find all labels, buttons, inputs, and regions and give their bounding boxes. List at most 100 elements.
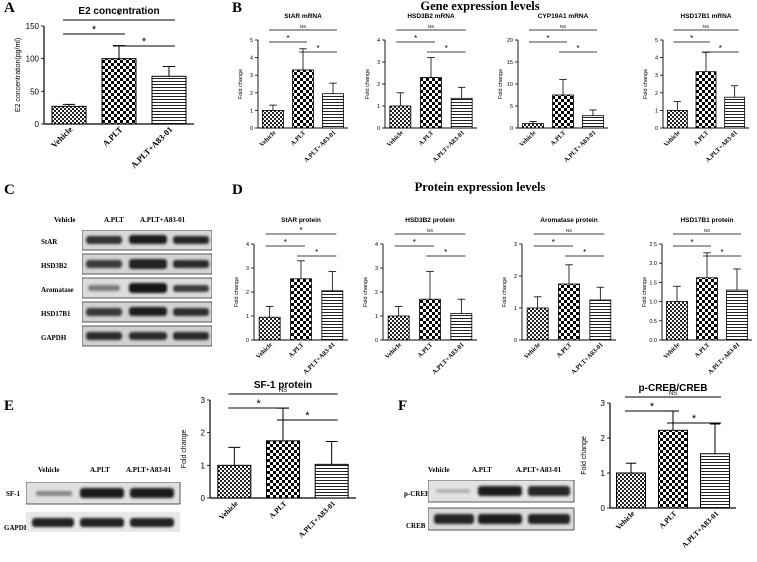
significance-label: * (286, 34, 289, 43)
y-tick-label: 4 (375, 242, 378, 248)
y-tick-label: 4 (250, 56, 253, 62)
blot-e-lane-vehicle: Vehicle (38, 466, 60, 474)
significance-label: * (316, 44, 319, 53)
significance-label: * (284, 238, 287, 247)
y-tick-label: 5 (250, 38, 253, 44)
chart-title: SF-1 protein (254, 380, 312, 391)
significance-label: * (690, 238, 693, 247)
y-tick-label: 15 (507, 60, 513, 66)
bar-aplt-a83 (151, 75, 187, 125)
y-tick-label: 3 (377, 60, 380, 66)
y-axis-label: Fold change (502, 277, 508, 307)
significance-label: * (692, 413, 697, 425)
blot-c-row-aromatase: Aromatase (41, 286, 74, 294)
significance-label: * (720, 248, 723, 257)
y-tick-label: 4 (377, 38, 380, 44)
y-tick-label: 2 (601, 434, 606, 443)
significance-label: * (414, 34, 417, 43)
significance-label: NS (703, 24, 709, 29)
panel-letter-a: A (4, 0, 15, 16)
significance-label: NS (704, 228, 710, 233)
significance-label: * (413, 238, 416, 247)
category-label-vehicle: Vehicle (614, 509, 637, 532)
blot-c-image (82, 230, 212, 347)
y-tick-label: 0 (377, 126, 380, 132)
y-tick-label: 1 (250, 108, 253, 114)
bar-aplt-a83 (700, 453, 730, 509)
significance-label: * (583, 248, 586, 257)
significance-label: * (650, 401, 655, 413)
y-tick-label: 1 (375, 314, 378, 320)
chart-title: HSD3B2 protein (405, 217, 455, 224)
blot-e-image (26, 482, 181, 532)
significance-label: * (92, 24, 97, 36)
significance-label: NS (279, 388, 287, 394)
chart-title: CYP19A1 mRNA (538, 13, 589, 20)
panel-letter-b: B (232, 0, 243, 16)
significance-label: * (315, 248, 318, 257)
y-tick-label: 2 (377, 82, 380, 88)
panel-letter-e: E (4, 398, 15, 414)
significance-label: NS (428, 24, 434, 29)
y-tick-label: 5 (510, 104, 513, 110)
blot-e-row-sf1: SF-1 (6, 490, 20, 498)
blot-f-lane-vehicle: Vehicle (428, 466, 450, 474)
y-tick-label: 3 (601, 399, 606, 408)
y-tick-label: 0.0 (649, 338, 657, 344)
significance-label: NS (427, 228, 433, 233)
y-tick-label: 3 (655, 73, 658, 79)
blot-c-row-gapdh: GAPDH (41, 334, 67, 342)
category-label-aplt-a83: A.PLT+A83-01 (680, 509, 721, 550)
y-tick-label: 100 (26, 55, 40, 64)
blot-f-lane-aplt-a83: A.PLT+A83-01 (516, 466, 562, 474)
y-axis-label: Fold change (498, 69, 504, 99)
y-axis-label: Fold change (234, 277, 240, 307)
chart-title: E2 concentration (78, 6, 159, 17)
panel-letter-f: F (398, 398, 408, 414)
significance-label: * (305, 410, 310, 422)
category-label-aplt: A.PLT (657, 509, 678, 530)
blot-e-lane-aplt-a83: A.PLT+A83-01 (126, 466, 172, 474)
blot-c-lane-aplt-a83: A.PLT+A83-01 (140, 216, 186, 224)
y-axis-label: Fold change (181, 430, 188, 469)
y-tick-label: 0.5 (649, 319, 657, 325)
y-tick-label: 0 (510, 126, 513, 132)
y-axis-label: Fold change (643, 69, 649, 99)
y-tick-label: 2 (201, 429, 206, 438)
y-axis-label: Fold change (642, 277, 648, 307)
significance-label: * (444, 248, 447, 257)
chart-title: HSD17B1 mRNA (681, 13, 732, 20)
y-tick-label: 0 (35, 120, 40, 129)
y-tick-label: 150 (26, 22, 40, 31)
y-tick-label: 1 (201, 461, 206, 470)
bar-vehicle (217, 464, 252, 499)
western-blot-c: Vehicle A.PLT A.PLT+A83-01 StAR HSD3B2 A… (41, 216, 214, 347)
y-tick-label: 0 (375, 338, 378, 344)
y-tick-label: 4 (655, 56, 658, 62)
y-tick-label: 1 (655, 108, 658, 114)
y-tick-label: 1.0 (649, 300, 657, 306)
significance-label: * (299, 226, 302, 235)
y-tick-label: 1.5 (649, 280, 657, 286)
bar-aplt (658, 429, 688, 509)
significance-label: NS (566, 228, 572, 233)
y-tick-label: 3 (375, 266, 378, 272)
significance-label: * (257, 398, 262, 410)
chart-title: HSD17B1 protein (680, 217, 733, 224)
significance-label: * (445, 44, 448, 53)
y-tick-label: 1 (601, 469, 606, 478)
panel-letter-d: D (232, 182, 243, 198)
y-tick-label: 0 (655, 126, 658, 132)
blot-c-lane-aplt: A.PLT (104, 216, 124, 224)
y-tick-label: 2.5 (649, 242, 657, 248)
y-tick-label: 20 (507, 38, 513, 44)
y-axis-label: Fold change (238, 69, 244, 99)
y-tick-label: 10 (507, 82, 513, 88)
panel-letter-c: C (4, 182, 15, 198)
